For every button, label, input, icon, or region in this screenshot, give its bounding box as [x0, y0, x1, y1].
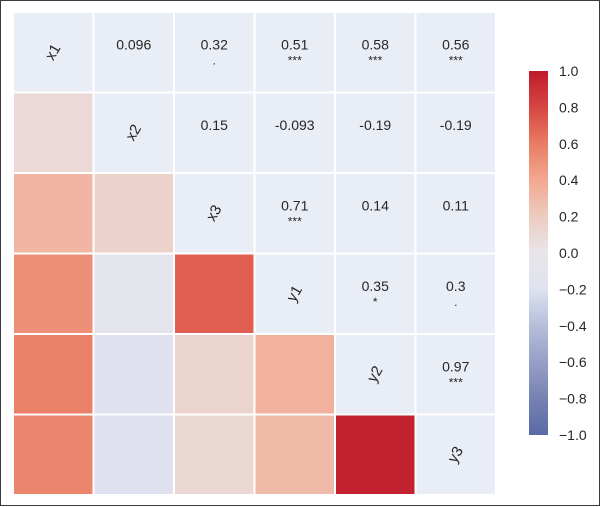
heatmap-cell-y2-x2 [93, 334, 174, 415]
data-label-significance: *** [288, 214, 302, 228]
data-label-value: 0.14 [362, 197, 389, 213]
diagonal-label-x3: x3 [203, 202, 226, 224]
data-label-value: 0.3 [446, 278, 466, 294]
colorbar-tick-label: −1.0 [559, 427, 587, 443]
colorbar-tick-label: −0.8 [559, 391, 587, 407]
diagonal-label-y3: y3 [444, 444, 467, 466]
data-label-significance: *** [449, 375, 463, 389]
heatmap-cell-y2-y1 [254, 334, 335, 415]
diagonal-label-x1: x1 [42, 41, 65, 63]
data-label-significance: *** [368, 53, 382, 67]
data-label-value: 0.56 [442, 36, 469, 52]
data-label-significance: *** [449, 53, 463, 67]
diagonal-label-y1: y1 [283, 283, 306, 305]
data-label-value: -0.19 [440, 117, 472, 133]
heatmap-cell-y3-x3 [174, 414, 255, 495]
data-label-value: 0.35 [362, 278, 389, 294]
colorbar-tick-label: 1.0 [559, 63, 579, 79]
colorbar-tick-label: 0.8 [559, 99, 579, 115]
colorbar-tick-label: 0.2 [559, 209, 579, 225]
heatmap-cell-y3-x1 [13, 414, 94, 495]
heatmap-cell-y2-x3 [174, 334, 255, 415]
heatmap-cell-y1-x1 [13, 253, 94, 334]
data-label-value: 0.58 [362, 36, 389, 52]
data-label-significance: . [454, 295, 457, 309]
colorbar-tick-label: 0.0 [559, 245, 579, 261]
colorbar-tick-label: −0.6 [559, 354, 587, 370]
data-label-value: 0.15 [201, 117, 228, 133]
heatmap-cell-x3-x2 [93, 173, 174, 254]
data-label-value: -0.19 [359, 117, 391, 133]
data-label-value: 0.32 [201, 36, 228, 52]
data-label-value: 0.71 [281, 197, 308, 213]
heatmap-cell-y3-x2 [93, 414, 174, 495]
colorbar-tick-label: −0.2 [559, 281, 587, 297]
colorbar [529, 71, 548, 435]
colorbar-tick-label: 0.6 [559, 136, 579, 152]
data-label-value: 0.51 [281, 36, 308, 52]
diagonal-label-y2: y2 [364, 363, 387, 385]
heatmap-cell-y1-x3 [174, 253, 255, 334]
data-label-value: 0.97 [442, 358, 469, 374]
data-label-value: -0.093 [275, 117, 315, 133]
diagonal-label-x2: x2 [122, 122, 145, 144]
data-label-value: 0.11 [443, 197, 469, 213]
colorbar-tick-label: −0.4 [559, 318, 587, 334]
heatmap-cell-y1-x2 [93, 253, 174, 334]
data-label-significance: . [213, 53, 216, 67]
data-label-value: 0.096 [116, 36, 151, 52]
data-label-significance: * [373, 295, 378, 309]
data-label-significance: *** [288, 53, 302, 67]
colorbar-tick-label: 0.4 [559, 172, 579, 188]
heatmap-cell-y3-y1 [254, 414, 335, 495]
heatmap-cell-x2-x1 [13, 92, 94, 173]
heatmap-cell-y2-x1 [13, 334, 94, 415]
heatmap-cell-y3-y2 [335, 414, 416, 495]
heatmap-cell-x3-x1 [13, 173, 94, 254]
